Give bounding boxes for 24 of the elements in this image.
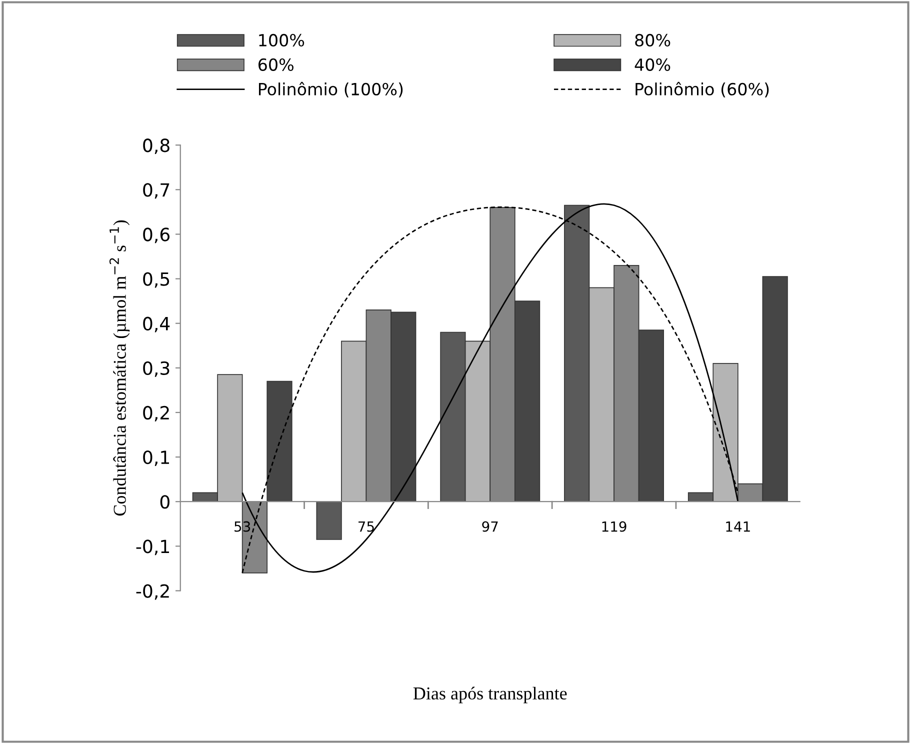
y-tick-label: 0,7 <box>143 183 170 199</box>
x-tick-label: 75 <box>358 521 374 532</box>
legend-label: Polinômio (60%) <box>636 82 769 98</box>
x-tick-label: 119 <box>602 521 626 532</box>
y-tick-label: 0,3 <box>143 361 170 377</box>
legend-label: 60% <box>258 58 294 71</box>
legend-label: 100% <box>259 34 304 46</box>
y-tick-label: 0,2 <box>143 406 169 422</box>
y-tick-label: 0,8 <box>143 138 170 154</box>
x-tick-label: 141 <box>726 521 750 532</box>
x-axis-title: Dias após transplante <box>413 686 567 704</box>
y-tick-label: 0 <box>160 495 170 509</box>
y-tick-label: 0,4 <box>143 316 170 332</box>
x-tick-label: 97 <box>482 521 498 532</box>
y-tick-label: 0,1 <box>143 450 169 466</box>
x-tick-label: 53 <box>234 521 250 532</box>
y-tick-label: -0,1 <box>136 540 169 556</box>
y-tick-label: 0,5 <box>143 272 170 288</box>
legend-label: 40% <box>634 58 670 71</box>
legend-label: 80% <box>635 34 670 46</box>
y-tick-label: -0,2 <box>136 584 169 600</box>
legend-label: Polinômio (100%) <box>258 82 403 98</box>
y-axis-title: Condutância estomática (µmol m$^{−2}$ s$^{−1}$) <box>109 220 130 516</box>
y-tick-label: 0,6 <box>143 228 170 244</box>
